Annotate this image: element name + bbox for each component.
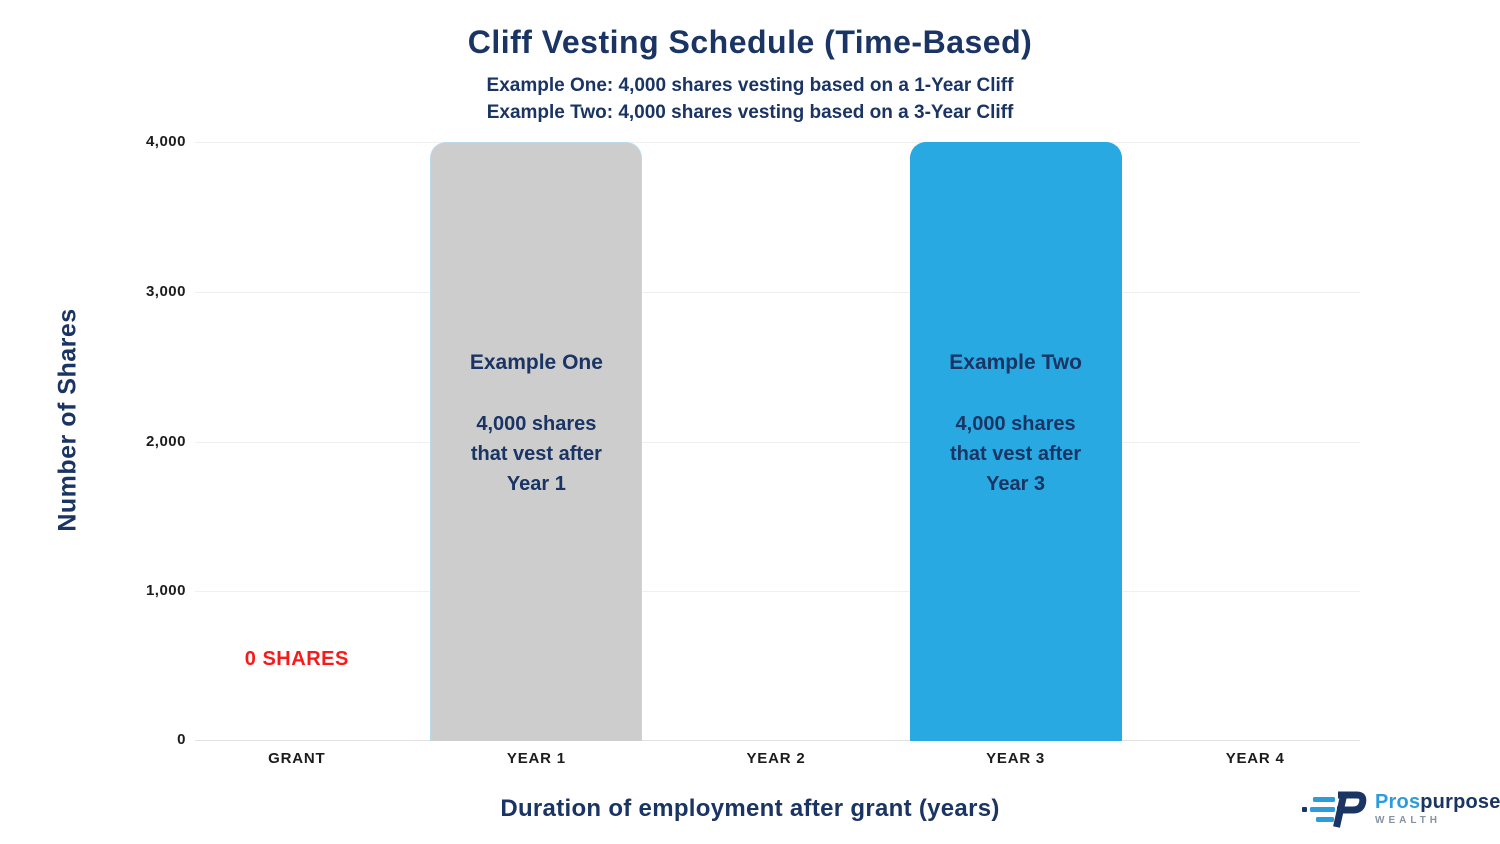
gridline-2000 (195, 442, 1360, 443)
plot-gridlines (195, 142, 1360, 742)
bar-example-two: Example Two 4,000 shares that vest after Ye… (909, 142, 1122, 741)
x-category-label: YEAR 3 (986, 750, 1046, 767)
prospurpose-logo: Prospurpose WEALTH (1301, 788, 1500, 830)
bar-caption-line: Year 1 (506, 473, 566, 495)
brand-tagline: WEALTH (1375, 815, 1442, 826)
chart-subtitle-example-two: Example Two: 4,000 shares vesting based … (486, 102, 1014, 123)
x-category-label: GRANT (268, 750, 326, 767)
brand-name: Prospurpose (1375, 792, 1500, 812)
plot-area: Example One 4,000 shares that vest after Ye… (177, 142, 1375, 741)
brand-name-second: purpose (1420, 791, 1500, 813)
y-tick-label: 2,000 (145, 433, 186, 450)
gridline-4000 (195, 142, 1360, 143)
brand-name-first: Pros (1375, 791, 1421, 813)
x-axis-tick-labels: GRANT YEAR 1 YEAR 2 YEAR 3 YEAR 4 (177, 750, 1375, 774)
x-category-label: YEAR 4 (1225, 750, 1285, 767)
chart-title: Cliff Vesting Schedule (Time-Based) (467, 24, 1033, 60)
bar-text: Example Two 4,000 shares that vest after Ye… (911, 348, 1121, 499)
prospurpose-logo-text: Prospurpose WEALTH (1375, 792, 1500, 826)
y-axis-tick-labels: 0 1,000 2,000 3,000 4,000 (60, 133, 186, 748)
y-tick-label: 1,000 (145, 582, 186, 599)
prospurpose-logo-icon (1302, 791, 1367, 828)
gridline-0 (195, 740, 1360, 741)
bar-caption-line: Year 3 (986, 473, 1046, 495)
bar-example-one: Example One 4,000 shares that vest after Ye… (430, 142, 643, 741)
bar-heading: Example Two (949, 351, 1082, 374)
y-tick-label: 0 (177, 731, 186, 748)
y-tick-label: 3,000 (145, 283, 186, 300)
x-category-label: YEAR 2 (746, 750, 806, 767)
bar-caption-line: 4,000 shares (476, 413, 597, 435)
x-category-label: YEAR 1 (506, 750, 566, 767)
bar-caption-line: that vest after (950, 443, 1082, 465)
bar-caption-line: 4,000 shares (955, 413, 1076, 435)
bar-heading: Example One (469, 351, 603, 374)
chart-subtitle-example-one: Example One: 4,000 shares vesting based … (486, 75, 1014, 96)
x-axis-title: Duration of employment after grant (year… (500, 795, 1000, 822)
y-tick-label: 4,000 (145, 133, 186, 150)
bar-text: Example One 4,000 shares that vest after Ye… (431, 348, 641, 499)
bar-caption-line: that vest after (470, 443, 602, 465)
gridline-1000 (195, 591, 1360, 592)
gridline-3000 (195, 292, 1360, 293)
zero-shares-annotation: 0 SHARES (244, 648, 349, 670)
